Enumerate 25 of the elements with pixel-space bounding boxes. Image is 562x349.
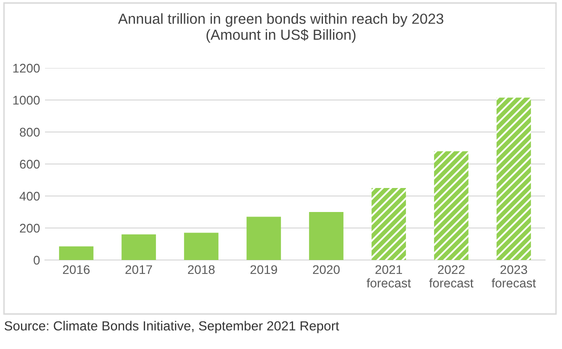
y-tick-label: 1200	[13, 64, 40, 73]
y-tick-label: 800	[20, 128, 40, 137]
x-tick-label: 2020	[312, 265, 340, 274]
bar	[309, 212, 344, 260]
y-tick-label: 400	[20, 192, 40, 201]
y-tick-label: 0	[34, 256, 40, 265]
x-tick-label: 2016	[62, 265, 90, 274]
bar	[372, 188, 406, 260]
bar	[122, 234, 156, 260]
source-note: Source: Climate Bonds Initiative, September 2021 Report	[4, 320, 340, 334]
y-tick-label: 200	[20, 224, 40, 233]
bar	[184, 232, 218, 260]
bar	[59, 246, 94, 260]
bar	[434, 151, 468, 260]
y-tick-label: 600	[20, 160, 40, 169]
x-tick-label: 2022 forecast	[429, 265, 474, 288]
x-tick-label: 2017	[125, 265, 152, 274]
x-tick-label: 2023 forecast	[492, 265, 536, 288]
y-tick-label: 1000	[13, 96, 40, 105]
bar	[496, 98, 531, 260]
x-tick-label: 2021 forecast	[366, 265, 411, 288]
chart-title: Annual trillion in green bonds within reach by 2023 (Amount in US$ Billion)	[118, 13, 444, 43]
bar	[246, 216, 281, 260]
x-tick-label: 2018	[188, 265, 215, 274]
x-tick-label: 2019	[250, 265, 278, 274]
